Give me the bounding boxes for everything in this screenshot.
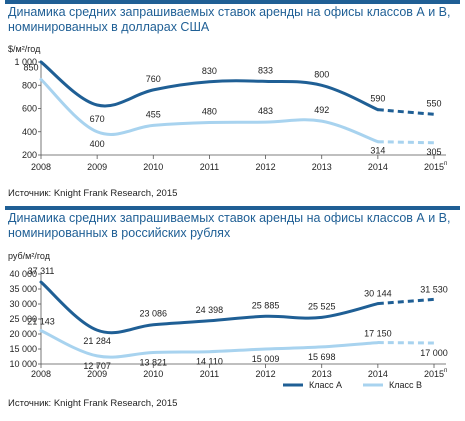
c0-xtick-label: 2010 [143,162,163,172]
c0-series-1-line [39,77,380,144]
c1-series-1-line [39,329,380,359]
c0-xtick-label: 2014 [368,162,388,172]
c1-series-0-data-label: 25 525 [308,301,336,311]
c1-series-0-data-label: 23 086 [140,309,168,319]
chart1-title: Динамика средних запрашиваемых ставок ар… [8,5,450,35]
c0-series-1-data-label: 850 [23,62,38,72]
c1-series-1-data-label: 15 698 [308,352,336,362]
c0-y-unit: $/м²/год [8,44,41,54]
c1-legend-label: Класс B [389,380,422,390]
c1-xtick-label: 2013 [312,369,332,379]
c0-xtick-label: 2013 [312,162,332,172]
c0-series-0-forecast-line [377,108,435,116]
c0-series-1-data-label: 483 [258,106,273,116]
c0-xtick-label: 2012 [256,162,276,172]
c0-series-0-line [39,60,380,112]
c0-series-1-data-label: 455 [146,109,161,119]
c1-xtick-superscript: п [444,368,447,374]
c1-xtick-label: 2010 [143,369,163,379]
c0-xtick-superscript: п [444,161,447,167]
c1-ytick-label: 20 000 [9,329,37,339]
c1-series-1-data-label: 21 143 [27,317,55,327]
c0-series-1-forecast-line [377,140,435,145]
c1-y-unit: руб/м²/год [8,251,51,261]
c0-series-1-data-label: 314 [370,146,385,156]
chart1-title-line2: номинированных в долларах США [8,20,210,34]
c0-series-1-data-label: 400 [90,139,105,149]
c1-series-0-data-label: 37 311 [28,266,55,276]
c1-xtick-label: 2011 [200,369,219,379]
c1-ytick-label: 30 000 [9,299,37,309]
chart2-source: Источник: Knight Frank Research, 2015 [8,398,178,409]
c1-ytick-label: 10 000 [9,359,37,369]
c0-xtick-label: 2008 [31,162,51,172]
c1-series-1-data-label: 12 707 [83,361,111,371]
c1-series-1-data-label: 13 821 [140,358,168,368]
chart1-title-line1: Динамика средних запрашиваемых ставок ар… [8,5,451,19]
c1-series-0-line [39,280,380,335]
c0-series-0-data-label: 760 [146,74,161,84]
c0-ytick-label: 1 000 [14,57,37,67]
c0-ytick-label: 600 [22,104,37,114]
c0-ytick-label: 200 [22,150,37,160]
c1-xtick-label: 2009 [87,369,107,379]
c0-series-0-data-label: 800 [314,69,329,79]
c1-ytick-label: 40 000 [9,269,37,279]
top-rule [5,0,460,4]
c1-legend-label: Класс A [309,380,342,390]
c1-series-0-forecast-line [377,297,435,306]
c1-ytick-label: 35 000 [9,284,37,294]
c0-series-1-data-label: 480 [202,106,217,116]
c1-series-1-data-label: 15 009 [252,354,280,364]
c1-series-1-data-label: 17 000 [420,348,448,358]
c0-ytick-label: 800 [22,80,37,90]
c0-ytick-label: 400 [22,127,37,137]
c1-xtick-label: 2014 [368,369,388,379]
c0-xtick-label: 2009 [87,162,107,172]
c1-series-0-data-label: 30 144 [364,289,392,299]
c0-series-0-data-label: 590 [370,94,385,104]
c1-xtick-label: 2008 [31,369,51,379]
c1-xtick-label: 2012 [256,369,276,379]
c1-series-1-data-label: 14 110 [196,357,223,367]
c0-series-0-data-label: 550 [426,98,441,108]
c0-series-1-data-label: 305 [426,147,441,157]
c1-series-1-data-label: 17 150 [364,329,392,339]
c1-series-0-data-label: 31 530 [420,284,448,294]
c0-series-1-data-label: 492 [314,105,329,115]
middle-rule [5,206,460,210]
chart2-title: Динамика средних запрашиваемых ставок ар… [8,211,450,241]
c0-xtick-label: 2011 [200,162,219,172]
c1-series-0-data-label: 21 284 [83,336,111,346]
c1-ytick-label: 25 000 [9,314,37,324]
c0-series-0-data-label: 830 [202,66,217,76]
chart2-title-line2: номинированных в российских рублях [8,226,231,240]
c1-series-0-data-label: 24 398 [196,305,224,315]
c1-series-0-data-label: 25 885 [252,300,280,310]
c0-xtick-label: 2015 [424,162,444,172]
chart2-title-line1: Динамика средних запрашиваемых ставок ар… [8,211,451,225]
c0-series-0-data-label: 670 [90,114,105,124]
c1-ytick-label: 15 000 [9,344,37,354]
c1-xtick-label: 2015 [424,369,444,379]
chart1-source: Источник: Knight Frank Research, 2015 [8,188,178,199]
c0-series-0-data-label: 833 [258,65,273,75]
